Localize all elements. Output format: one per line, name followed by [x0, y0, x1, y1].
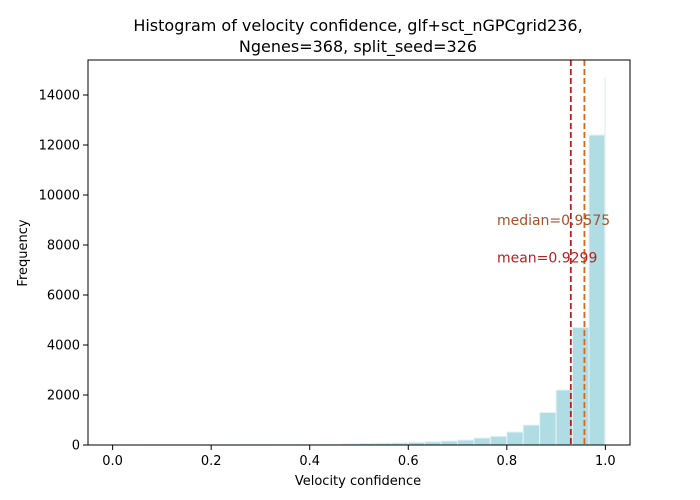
plot-frame	[87, 59, 631, 446]
y-tick-label: 10000	[39, 189, 80, 204]
histogram-bar	[604, 77, 606, 446]
x-tick-label: 0.8	[496, 454, 517, 469]
histogram-bar	[506, 431, 524, 446]
x-tick-label: 0.0	[102, 454, 123, 469]
stat-lines	[569, 60, 586, 445]
mean-annotation: mean=0.9299	[497, 251, 597, 267]
stat-annotations: median=0.9575 mean=0.9299	[497, 213, 610, 267]
histogram-bar	[571, 327, 590, 446]
x-tick-label: 0.2	[201, 454, 222, 469]
chart-title-line1: Histogram of velocity confidence, glf+sc…	[133, 16, 582, 36]
median-annotation: median=0.9575	[497, 213, 610, 229]
y-axis-ticks: 0 2000 4000 6000 8000 10000 12000 14000	[39, 89, 88, 454]
y-tick-label: 0	[72, 439, 80, 454]
x-tick-label: 0.4	[299, 454, 320, 469]
y-tick-label: 8000	[47, 239, 80, 254]
y-tick-label: 2000	[47, 389, 80, 404]
x-tick-label: 0.6	[398, 454, 419, 469]
histogram-bar	[588, 134, 606, 446]
histogram-bar	[457, 439, 475, 446]
y-tick-label: 4000	[47, 339, 80, 354]
histogram-bar	[522, 424, 541, 446]
x-axis-ticks: 0.0 0.2 0.4 0.6 0.8 1.0	[102, 445, 616, 469]
y-axis-label: Frequency	[16, 219, 31, 286]
x-axis-label: Velocity confidence	[295, 474, 421, 489]
histogram-bar	[489, 435, 508, 446]
histogram-bar	[539, 412, 557, 446]
x-tick-label: 1.0	[595, 454, 616, 469]
histogram-bar	[473, 437, 491, 446]
y-tick-label: 14000	[39, 89, 80, 104]
y-tick-label: 6000	[47, 289, 80, 304]
histogram-bar	[440, 440, 459, 446]
y-tick-label: 12000	[39, 139, 80, 154]
chart-title-line2: Ngenes=368, split_seed=326	[239, 37, 477, 57]
